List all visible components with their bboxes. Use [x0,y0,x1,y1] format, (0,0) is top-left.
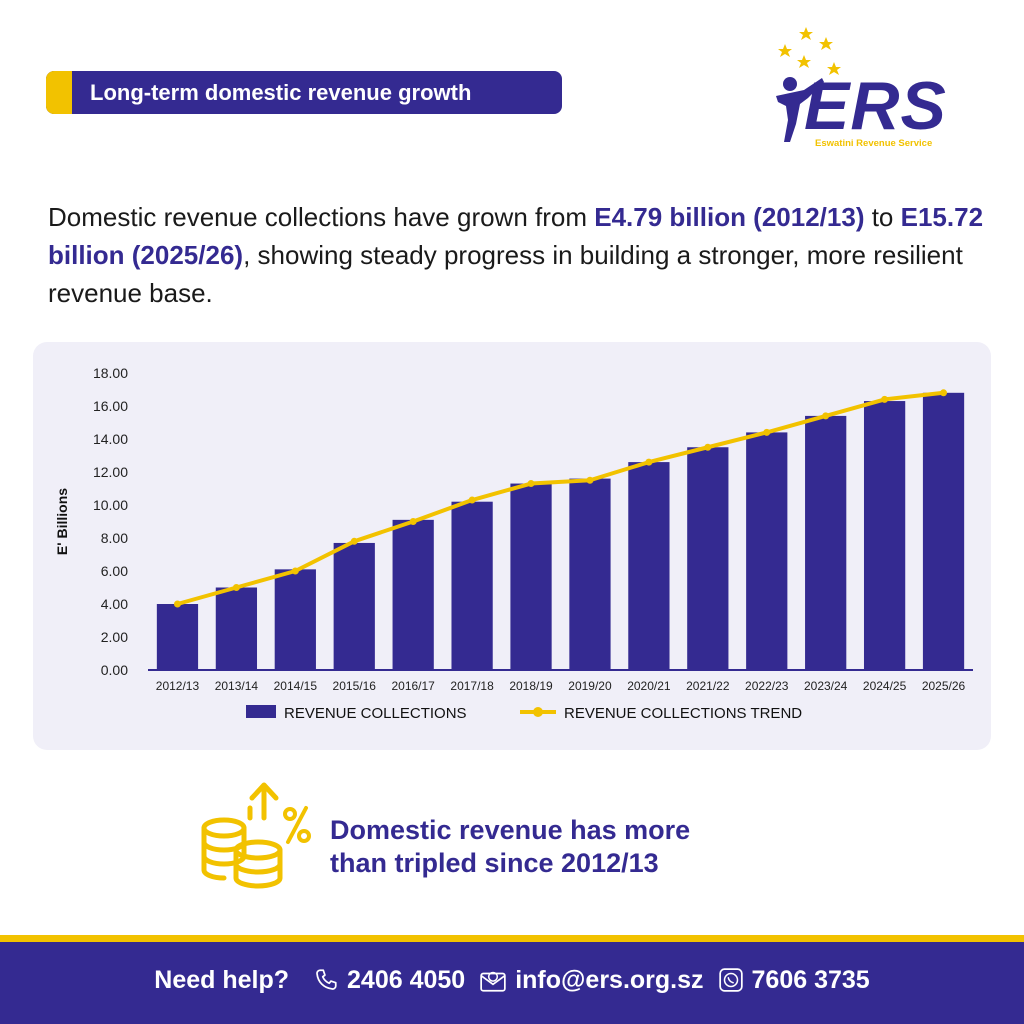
y-tick-label: 2.00 [101,629,128,645]
legend-label-trend: REVENUE COLLECTIONS TREND [564,705,802,722]
y-tick-label: 10.00 [93,497,128,513]
x-tick-label: 2023/24 [804,679,848,693]
bar-2020/21 [628,462,670,670]
trend-point-2023/24 [822,412,830,420]
y-tick-label: 14.00 [93,431,128,447]
intro-text-1: Domestic revenue collections have grown … [48,202,595,232]
intro-text-2: to [864,202,901,232]
trend-point-2025/26 [940,389,948,397]
bar-2018/19 [510,483,552,670]
x-tick-label: 2013/14 [215,679,259,693]
trend-point-2020/21 [645,458,653,466]
logo-wordmark: ERS [804,68,947,144]
whatsapp-number: 7606 3735 [751,965,870,994]
y-axis-label: E' Billions [54,488,70,555]
trend-point-2012/13 [173,600,181,608]
whatsapp-icon [718,968,743,992]
intro-highlight-end: E15.72 billion (2025/26) [48,202,984,270]
intro-paragraph: Domestic revenue collections have grown … [48,198,988,312]
bar-2014/15 [274,569,316,670]
x-tick-label: 2012/13 [156,679,200,693]
x-tick-label: 2017/18 [450,679,494,693]
page-title: Long-term domestic revenue growth [90,80,472,105]
phone-number: 2406 4050 [347,965,466,994]
callout-line-2: than tripled since 2012/13 [330,848,659,878]
bar-2019/20 [569,478,611,670]
logo-stars-figure-icon [776,27,841,142]
legend-swatch-revenue [246,705,276,718]
y-tick-label: 6.00 [101,563,128,579]
email-icon [480,971,506,992]
phone-contact[interactable]: 2406 4050 [313,966,465,995]
trend-point-2021/22 [704,443,712,451]
trend-point-2024/25 [881,395,889,403]
footer-contact-bar: Need help? 2406 4050 info@ers.org.sz 760… [0,942,1024,1024]
y-tick-label: 18.00 [93,365,128,381]
trend-point-2017/18 [468,496,476,504]
trend-point-2018/19 [527,480,535,488]
chart-card: E' Billions 0.00 2.00 4.00 6.00 8.00 10.00 12.0… [33,342,991,750]
footer-accent-stripe [0,935,1024,942]
bar-2022/23 [746,432,788,670]
revenue-chart: E' Billions 0.00 2.00 4.00 6.00 8.00 10.00 12.0… [54,365,973,722]
ers-logo: ERS Eswatini Revenue Service [770,20,970,160]
bar-2024/25 [863,401,906,670]
bar-2021/22 [687,447,729,670]
callout-line-1: Domestic revenue has more [330,815,691,845]
x-tick-label: 2014/15 [274,679,318,693]
x-tick-label: 2016/17 [391,679,435,693]
x-tick-label: 2024/25 [863,679,907,693]
title-accent-bar [46,71,72,114]
x-tick-label: 2015/16 [333,679,377,693]
growth-callout: Domestic revenue has more than tripled s… [198,778,818,898]
intro-highlight-start: E4.79 billion (2012/13) [594,202,865,232]
y-tick-label: 12.00 [93,464,128,480]
x-tick-label: 2022/23 [745,679,789,693]
y-tick-label: 0.00 [101,662,128,678]
trend-point-2022/23 [763,428,771,436]
y-tick-label: 16.00 [93,398,128,414]
legend-marker-trend [533,707,543,717]
trend-point-2014/15 [291,567,299,575]
trend-point-2016/17 [409,518,417,525]
y-tick-label: 8.00 [101,530,128,546]
bar-2023/24 [805,415,847,670]
phone-icon [316,969,337,990]
help-label: Need help? [154,965,290,994]
bar-2013/14 [215,587,258,670]
x-tick-label: 2025/26 [922,679,966,693]
x-tick-label: 2021/22 [686,679,730,693]
trend-point-2013/14 [232,584,240,591]
bar-2012/13 [156,604,199,670]
y-tick-label: 4.00 [101,596,128,612]
email-contact[interactable]: info@ers.org.sz [479,965,704,995]
callout-message: Domestic revenue has more than tripled s… [330,814,690,880]
email-address: info@ers.org.sz [515,965,704,994]
bar-2015/16 [333,542,375,670]
page-title-banner: Long-term domestic revenue growth [46,71,562,114]
trend-point-2015/16 [350,537,358,545]
x-tick-label: 2018/19 [509,679,553,693]
bar-2025/26 [922,392,965,670]
coins-growth-percent-icon [201,782,311,889]
trend-point-2019/20 [586,476,594,484]
x-tick-label: 2020/21 [627,679,671,693]
trend-line [176,390,944,606]
intro-text-3: , showing steady progress in building a … [48,240,963,308]
bar-2016/17 [392,519,434,670]
x-tick-label: 2019/20 [568,679,612,693]
whatsapp-contact[interactable]: 7606 3735 [718,966,870,995]
bar-2017/18 [451,501,493,670]
legend-label-revenue: REVENUE COLLECTIONS [284,705,467,722]
logo-subtitle: Eswatini Revenue Service [815,138,933,149]
